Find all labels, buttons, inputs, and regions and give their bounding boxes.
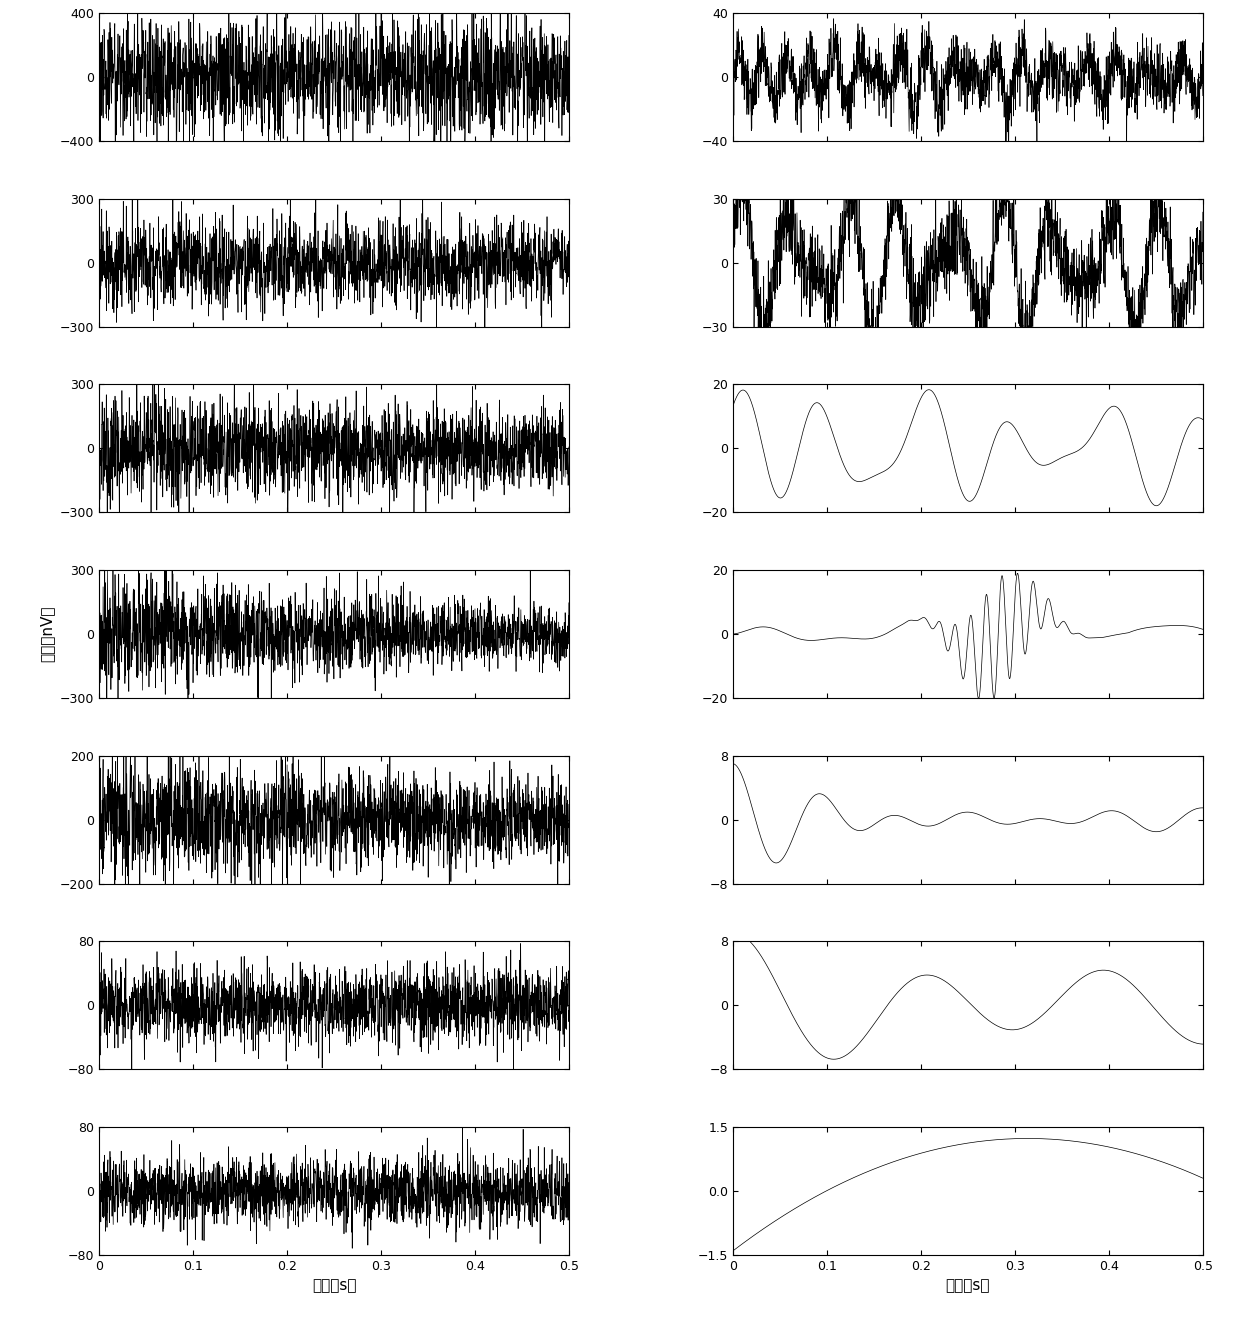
X-axis label: 时间（s）: 时间（s）	[311, 1279, 356, 1293]
Y-axis label: 幅度（nV）: 幅度（nV）	[40, 606, 55, 662]
X-axis label: 时间（s）: 时间（s）	[946, 1279, 991, 1293]
